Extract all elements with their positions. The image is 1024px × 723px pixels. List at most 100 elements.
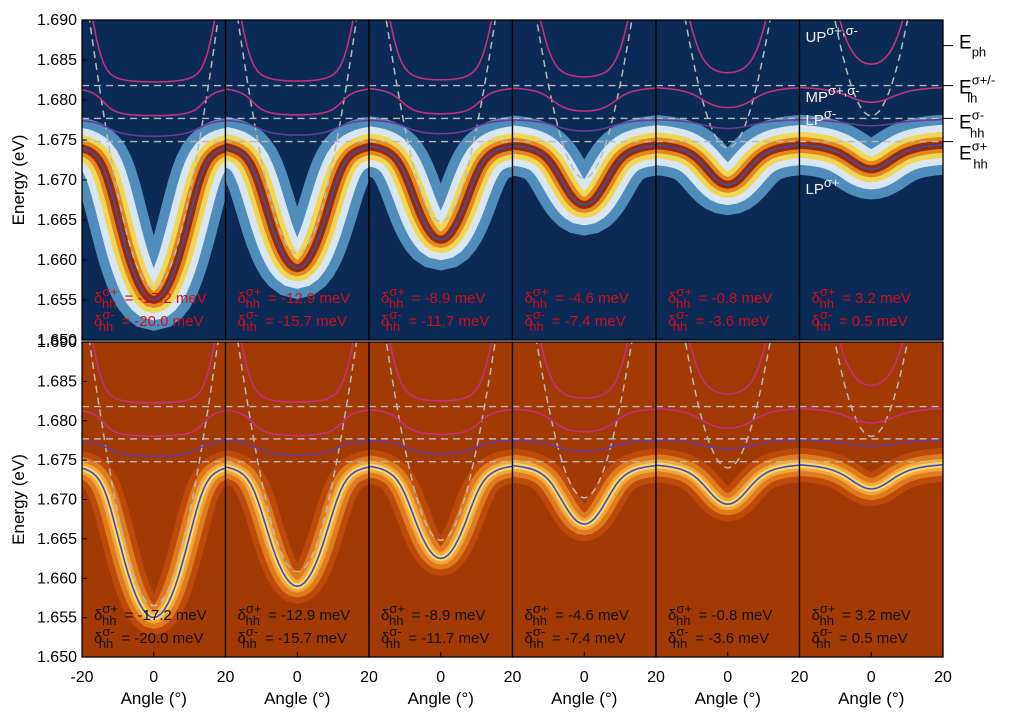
cavity-mode-curve [834, 342, 909, 438]
polariton-branch-1 [82, 147, 226, 301]
polariton-branch-3 [369, 408, 513, 436]
detuning-minus-label: δσ-hh = -11.7 meV [381, 624, 489, 651]
polariton-branch-4 [688, 342, 767, 395]
y-tick-label: 1.650 [37, 332, 77, 349]
x-tick-label: -20 [70, 669, 93, 686]
polariton-branch-1 [799, 144, 943, 171]
y-tick-label: 1.680 [37, 413, 77, 430]
polariton-branch-2 [656, 439, 800, 450]
polariton-branch-2 [656, 119, 800, 130]
polariton-branch-4 [240, 20, 354, 82]
polariton-branch-3 [656, 87, 800, 109]
detuning-minus-label: δσ-hh = -15.7 meV [238, 624, 347, 651]
polariton-branch-1 [225, 466, 369, 588]
polariton-branch-2 [82, 120, 226, 137]
x-tick-label: 0 [293, 669, 302, 686]
polariton-branch-3 [225, 88, 369, 116]
detuning-plus-label: δσ+ hh = 3.2 meV [812, 284, 911, 311]
polariton-branch-3 [369, 87, 513, 115]
x-tick-label: 0 [723, 669, 732, 686]
detuning-plus-label: δσ+ hh = -17.2 meV [94, 284, 207, 311]
y-tick-label: 1.665 [37, 212, 77, 229]
y-tick-label: 1.650 [37, 649, 77, 666]
polariton-branch-3 [799, 407, 943, 424]
detuning-minus-label: δσ-hh = -7.4 meV [525, 307, 626, 334]
branch-label-up: UPσ+,σ- [806, 23, 858, 46]
y-tick-label: 1.655 [37, 610, 77, 627]
polariton-branch-4 [539, 342, 629, 399]
polariton-branch-3 [82, 409, 226, 437]
polariton-branch-2 [225, 119, 369, 136]
x-tick-label: 0 [149, 669, 158, 686]
detuning-minus-label: δσ-hh = -3.6 meV [668, 307, 769, 334]
detuning-plus-label: δσ+ hh = -4.6 meV [525, 284, 629, 311]
polariton-branch-1 [369, 465, 513, 560]
branch-label-lp: LPσ- [806, 106, 837, 129]
x-axis-title: Angle (°) [408, 689, 474, 708]
polariton-branch-1 [82, 467, 226, 619]
x-tick-label: 0 [580, 669, 589, 686]
x-axis-title: Angle (°) [695, 689, 761, 708]
detuning-minus-label: δσ-hh = -20.0 meV [94, 624, 203, 651]
x-tick-label: 20 [934, 669, 952, 686]
detuning-minus-label: δσ-hh = -11.7 meV [381, 307, 489, 334]
y-tick-label: 1.685 [37, 52, 77, 69]
cavity-mode-curve [237, 20, 358, 255]
energy-level-label: Eσ+ hh [959, 139, 988, 172]
panel-background [512, 342, 656, 657]
polariton-branch-1 [512, 464, 656, 525]
y-tick-label: 1.655 [37, 292, 77, 309]
y-tick-label: 1.660 [37, 252, 77, 269]
annotations: UPσ+,σ- MPσ+,σ-LPσ- LPσ+ Eph Eσ+/-lhEσ-hhEσ+… [806, 23, 996, 198]
polariton-branch-1 [656, 144, 800, 186]
cavity-mode-curve [88, 20, 219, 289]
x-axis-title: Angle (°) [121, 689, 187, 708]
detuning-plus-label: δσ+ hh = -0.8 meV [668, 601, 772, 628]
x-tick-label: 20 [504, 669, 522, 686]
polariton-branch-2 [512, 119, 656, 132]
y-tick-label: 1.690 [37, 334, 77, 351]
axes: 1.650 1.655 1.660 1.665 1.670 1.675 1.680 1.685… [9, 12, 952, 708]
x-tick-label: 0 [436, 669, 445, 686]
detuning-minus-label: δσ-hh = 0.5 meV [812, 307, 908, 334]
detuning-plus-label: δσ+ hh = -8.9 meV [381, 601, 485, 628]
y-tick-label: 1.675 [37, 132, 77, 149]
detuning-plus-label: δσ+ hh = -12.9 meV [238, 601, 351, 628]
polariton-branch-2 [369, 119, 513, 135]
polariton-branch-4 [389, 20, 493, 81]
cavity-mode-curve [385, 20, 496, 223]
energy-level-label: Eσ-hh [959, 107, 985, 140]
cavity-mode-curve [684, 342, 771, 469]
polariton-branch-2 [82, 440, 226, 458]
y-tick-label: 1.670 [37, 492, 77, 509]
detuning-plus-label: δσ+ hh = -17.2 meV [94, 601, 207, 628]
polariton-branch-1 [512, 144, 656, 206]
detuning-minus-label: δσ-hh = -20.0 meV [94, 307, 203, 334]
cavity-mode-curve [535, 342, 633, 499]
x-tick-label: 0 [867, 669, 876, 686]
polariton-branch-2 [799, 118, 943, 127]
y-tick-label: 1.685 [37, 373, 77, 390]
polariton-branch-3 [799, 86, 943, 104]
y-tick-label: 1.675 [37, 452, 77, 469]
polariton-branch-3 [512, 87, 656, 112]
polariton-branch-4 [539, 20, 629, 78]
cavity-mode-curve [88, 342, 219, 607]
detuning-minus-label: δσ-hh = -15.7 meV [238, 307, 347, 334]
polariton-branch-1 [225, 146, 369, 270]
polariton-branch-2 [512, 439, 656, 452]
polariton-branch-1 [369, 145, 513, 241]
detuning-plus-label: δσ+ hh = -0.8 meV [668, 284, 772, 311]
polariton-branch-3 [512, 408, 656, 433]
